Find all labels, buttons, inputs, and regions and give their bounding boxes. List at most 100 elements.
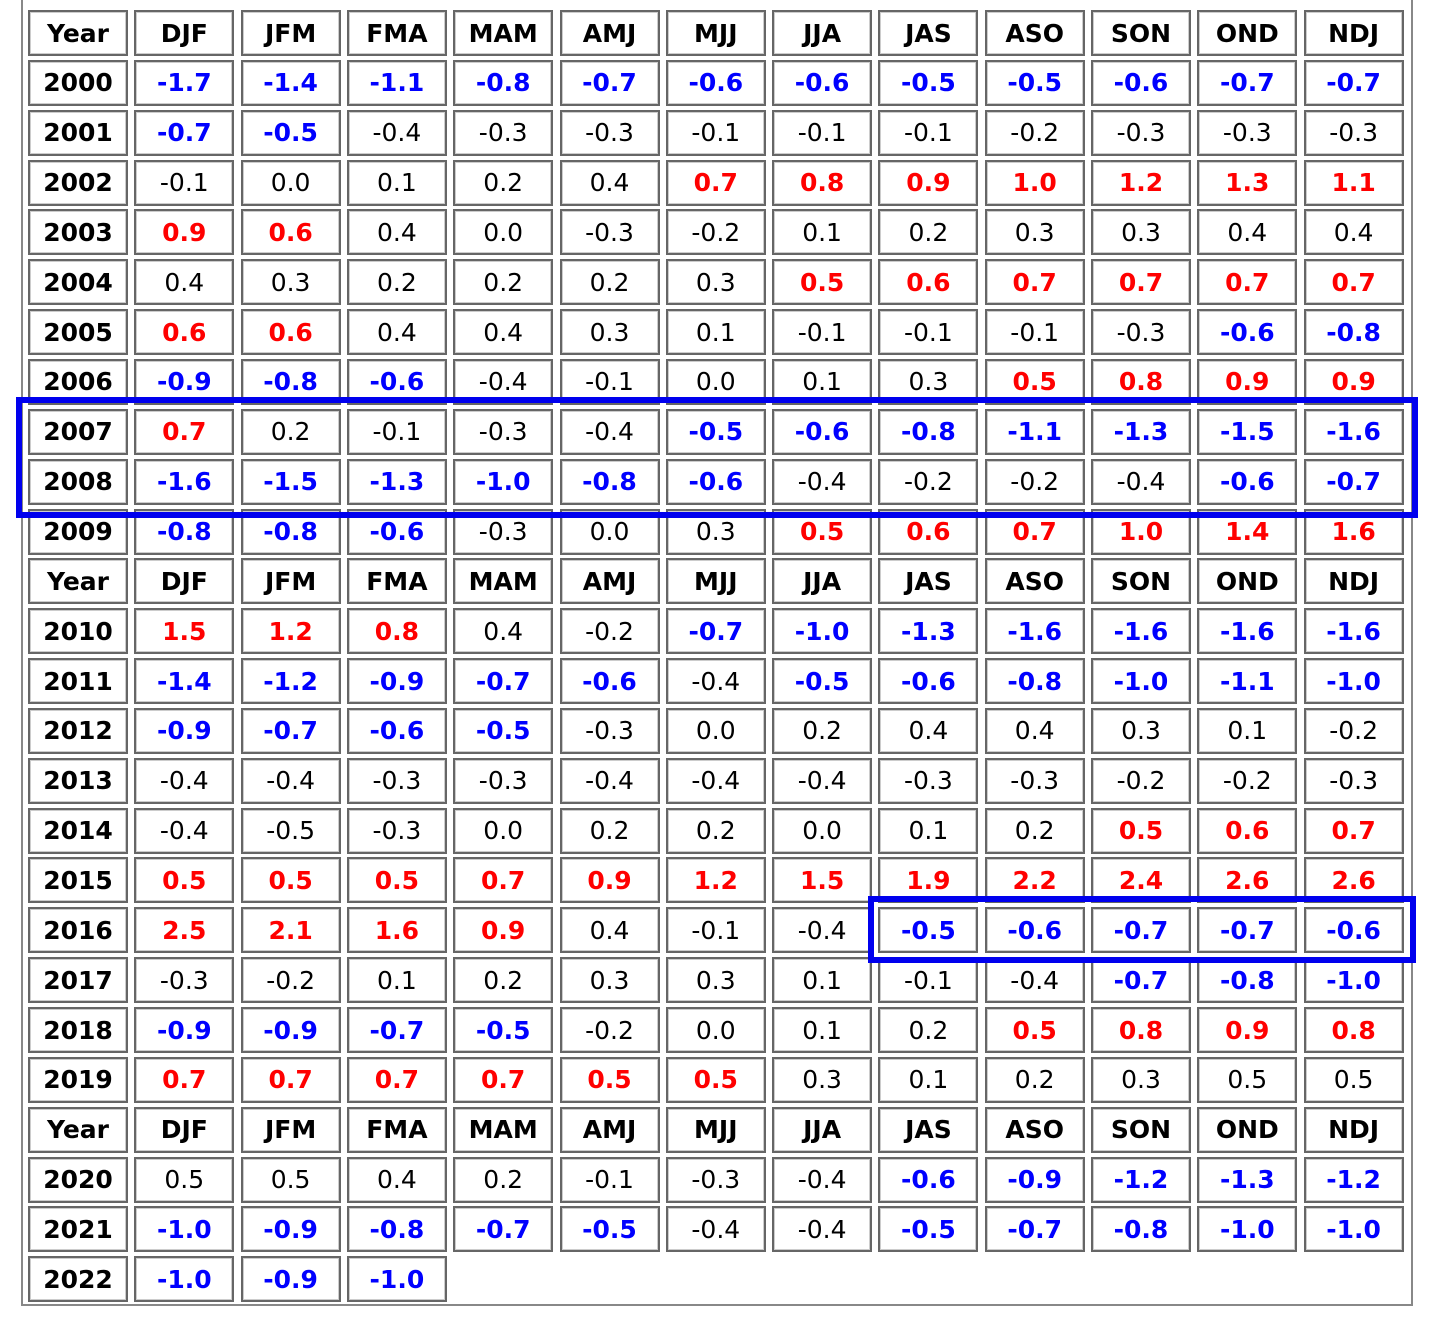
value-cell: -0.3 [453, 508, 554, 555]
value-cell: -0.1 [984, 309, 1085, 356]
value-cell: -0.1 [346, 408, 447, 455]
value-cell: -0.2 [665, 209, 766, 256]
value-cell: 0.0 [453, 209, 554, 256]
year-cell: 2003 [28, 209, 128, 256]
value-cell: 0.5 [240, 1156, 341, 1203]
value-cell: 0.2 [346, 259, 447, 306]
value-cell: -0.8 [1197, 957, 1298, 1004]
value-cell: 2.6 [1303, 857, 1404, 904]
value-cell: 0.2 [453, 957, 554, 1004]
value-cell: 1.3 [1197, 159, 1298, 206]
value-cell: -0.5 [665, 408, 766, 455]
value-cell: -0.6 [878, 658, 979, 705]
value-cell: 0.0 [453, 807, 554, 854]
value-cell: 0.1 [346, 159, 447, 206]
value-cell: 0.0 [665, 707, 766, 754]
value-cell: 0.9 [559, 857, 660, 904]
value-cell: -1.6 [1303, 408, 1404, 455]
value-cell: 0.7 [134, 408, 235, 455]
value-cell: -0.8 [240, 508, 341, 555]
value-cell: -1.0 [1197, 1206, 1298, 1253]
value-cell: 0.3 [665, 957, 766, 1004]
value-cell: 2.2 [984, 857, 1085, 904]
value-cell: 0.6 [134, 309, 235, 356]
value-cell: 1.5 [772, 857, 873, 904]
value-cell: 0.5 [1091, 807, 1191, 854]
value-cell: -0.4 [772, 907, 873, 954]
year-cell: 2022 [28, 1256, 128, 1303]
value-cell: -0.9 [134, 1007, 235, 1053]
header-cell: FMA [346, 558, 447, 605]
header-cell: MAM [453, 558, 554, 605]
value-cell: 0.0 [559, 508, 660, 555]
value-cell: -1.3 [1091, 408, 1191, 455]
value-cell: 0.5 [772, 508, 873, 555]
value-cell: -0.3 [665, 1156, 766, 1203]
value-cell: -0.8 [1091, 1206, 1191, 1253]
value-cell: 0.1 [1197, 707, 1298, 754]
value-cell: 0.2 [453, 1156, 554, 1203]
value-cell: 0.3 [878, 358, 979, 405]
value-cell: 1.4 [1197, 508, 1298, 555]
header-cell: MAM [453, 1106, 554, 1153]
value-cell: 0.4 [346, 309, 447, 356]
year-cell: 2006 [28, 358, 128, 405]
value-cell: -0.8 [984, 658, 1085, 705]
header-cell: Year [28, 10, 128, 56]
value-cell: 0.1 [665, 309, 766, 356]
value-cell: -1.6 [984, 608, 1085, 655]
value-cell: -0.1 [878, 109, 979, 156]
value-cell: 0.3 [772, 1056, 873, 1103]
year-cell: 2011 [28, 658, 128, 705]
value-cell: 0.3 [559, 957, 660, 1004]
header-cell: NDJ [1303, 558, 1404, 605]
value-cell: 0.3 [240, 259, 341, 306]
value-cell: 0.2 [984, 1056, 1085, 1103]
value-cell: 0.4 [1303, 209, 1404, 256]
value-cell: -0.2 [984, 109, 1085, 156]
header-cell: MJJ [665, 558, 766, 605]
value-cell: -0.4 [453, 358, 554, 405]
value-cell: -0.4 [665, 658, 766, 705]
header-cell: NDJ [1303, 10, 1404, 56]
value-cell: 0.3 [665, 508, 766, 555]
value-cell: 0.5 [134, 857, 235, 904]
year-cell: 2016 [28, 907, 128, 954]
value-cell: -0.3 [559, 209, 660, 256]
value-cell: 0.1 [346, 957, 447, 1004]
header-cell: JAS [878, 558, 979, 605]
year-cell: 2017 [28, 957, 128, 1004]
value-cell: -0.9 [134, 358, 235, 405]
value-cell: 0.7 [240, 1056, 341, 1103]
value-cell: -0.7 [453, 658, 554, 705]
value-cell: -0.2 [878, 458, 979, 505]
value-cell: 0.4 [346, 1156, 447, 1203]
value-cell: -0.3 [1091, 309, 1191, 356]
value-cell: -1.6 [1197, 608, 1298, 655]
header-cell: JJA [772, 558, 873, 605]
value-cell: 0.4 [559, 907, 660, 954]
value-cell: -1.4 [134, 658, 235, 705]
value-cell: -0.6 [346, 508, 447, 555]
value-cell: -0.7 [559, 59, 660, 106]
value-cell: -0.3 [559, 109, 660, 156]
value-cell: -0.1 [878, 309, 979, 356]
value-cell: 0.0 [240, 159, 341, 206]
value-cell: -0.2 [559, 1007, 660, 1053]
year-cell: 2010 [28, 608, 128, 655]
value-cell: 0.5 [665, 1056, 766, 1103]
value-cell: -0.8 [346, 1206, 447, 1253]
value-cell: -0.7 [1091, 957, 1191, 1004]
header-cell: DJF [134, 1106, 235, 1153]
value-cell: -1.1 [346, 59, 447, 106]
value-cell: 1.6 [1303, 508, 1404, 555]
highlight-box [868, 896, 1416, 963]
year-cell: 2020 [28, 1156, 128, 1203]
value-cell: 0.0 [772, 807, 873, 854]
value-cell: -0.6 [1303, 907, 1404, 954]
value-cell: 0.8 [772, 159, 873, 206]
value-cell: -0.5 [559, 1206, 660, 1253]
value-cell: -0.6 [772, 59, 873, 106]
value-cell: -0.4 [772, 757, 873, 804]
value-cell: 0.7 [1303, 259, 1404, 306]
